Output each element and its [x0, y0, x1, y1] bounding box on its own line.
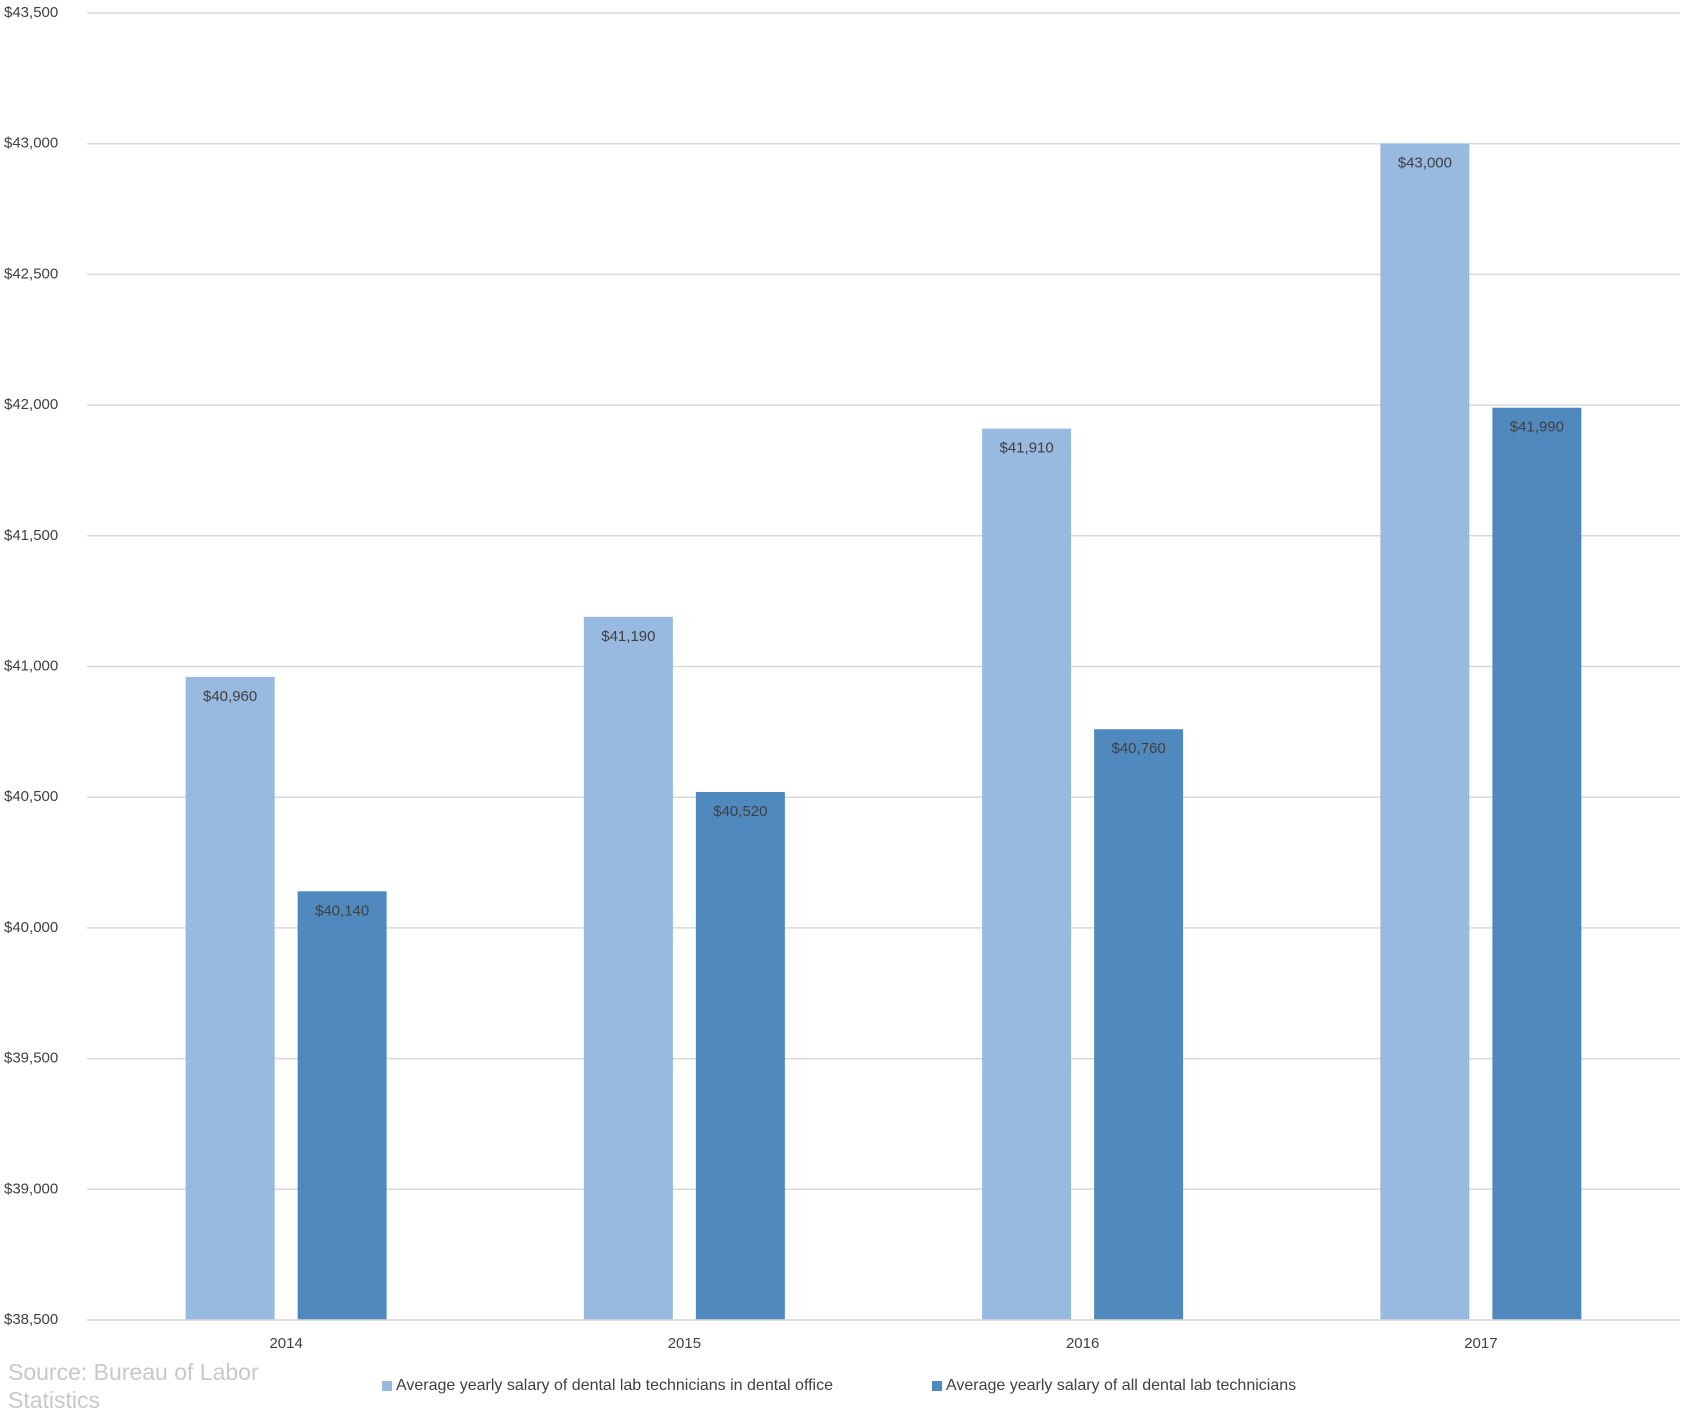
bar: [297, 891, 387, 1320]
data-label: $43,000: [1398, 155, 1452, 172]
data-label: $40,140: [315, 902, 369, 919]
y-tick-label: $43,500: [4, 4, 58, 21]
y-tick-label: $42,000: [4, 396, 58, 413]
source-note: Source: Bureau of Labor Statistics: [8, 1359, 259, 1413]
y-tick-label: $39,500: [4, 1050, 58, 1067]
data-label: $40,760: [1112, 740, 1166, 757]
bar: [982, 428, 1072, 1321]
x-tick-label: 2017: [1464, 1335, 1497, 1352]
data-label: $40,960: [203, 688, 257, 705]
bar: [1492, 407, 1582, 1320]
data-label: $41,990: [1510, 419, 1564, 436]
data-label: $40,520: [713, 803, 767, 820]
data-label: $41,190: [601, 628, 655, 645]
bar: [583, 616, 673, 1320]
bar: [1094, 729, 1184, 1320]
x-tick-label: 2014: [269, 1335, 302, 1352]
y-tick-label: $40,000: [4, 919, 58, 936]
bar: [1380, 143, 1470, 1321]
legend-label: Average yearly salary of all dental lab …: [946, 1377, 1296, 1394]
legend-swatch: [382, 1381, 392, 1391]
x-tick-label: 2016: [1066, 1335, 1099, 1352]
legend-swatch: [932, 1381, 942, 1391]
bar: [185, 676, 275, 1320]
y-tick-label: $41,500: [4, 527, 58, 544]
data-label: $41,910: [1000, 440, 1054, 457]
y-tick-label: $39,000: [4, 1180, 58, 1197]
y-tick-label: $38,500: [4, 1311, 58, 1328]
x-tick-label: 2015: [668, 1335, 701, 1352]
y-tick-label: $41,000: [4, 657, 58, 674]
y-tick-label: $40,500: [4, 788, 58, 805]
bar: [695, 791, 785, 1320]
y-tick-label: $43,000: [4, 135, 58, 152]
legend-label: Average yearly salary of dental lab tech…: [396, 1377, 833, 1394]
y-tick-label: $42,500: [4, 265, 58, 282]
